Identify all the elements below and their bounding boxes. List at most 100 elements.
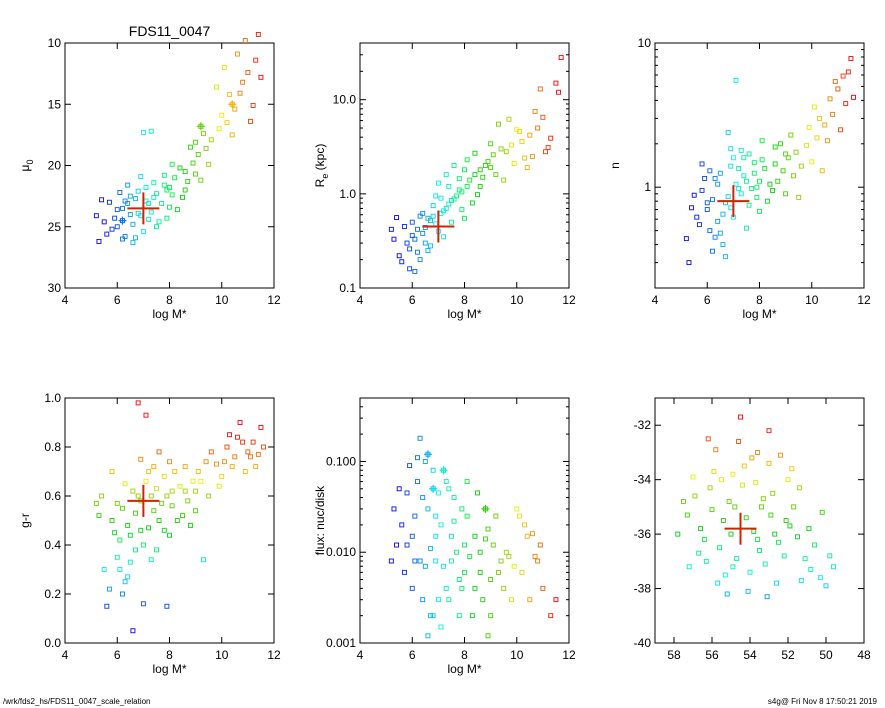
data-point bbox=[796, 485, 802, 491]
x-tick-label: 6 bbox=[409, 293, 416, 307]
data-point bbox=[404, 490, 410, 496]
data-point bbox=[522, 522, 528, 528]
x-tick-label: 12 bbox=[857, 293, 871, 307]
data-point bbox=[433, 513, 439, 519]
data-point bbox=[464, 479, 470, 485]
data-point bbox=[104, 603, 110, 609]
data-point bbox=[140, 542, 146, 548]
data-point bbox=[723, 254, 728, 260]
data-point bbox=[451, 495, 457, 501]
data-point bbox=[114, 207, 120, 213]
data-point bbox=[428, 243, 433, 249]
data-point bbox=[394, 215, 400, 221]
data-point bbox=[140, 129, 146, 135]
data-point bbox=[701, 537, 707, 543]
data-point bbox=[391, 506, 397, 512]
data-point bbox=[143, 412, 149, 418]
data-point bbox=[248, 454, 253, 460]
data-point bbox=[193, 488, 199, 494]
data-point bbox=[146, 469, 152, 474]
data-point bbox=[146, 216, 152, 222]
data-point bbox=[516, 513, 522, 519]
data-point bbox=[420, 495, 426, 501]
data-point bbox=[738, 191, 744, 197]
data-point bbox=[498, 146, 504, 152]
data-point bbox=[472, 150, 478, 156]
data-point bbox=[736, 165, 742, 171]
data-point bbox=[438, 624, 444, 630]
data-point bbox=[683, 236, 689, 242]
data-point bbox=[532, 109, 538, 114]
x-tick-label: 8 bbox=[166, 648, 173, 662]
y-tick-label: 10.0 bbox=[333, 93, 357, 107]
data-point bbox=[203, 459, 209, 465]
data-point bbox=[694, 214, 700, 220]
data-point bbox=[493, 513, 499, 519]
data-point bbox=[789, 466, 795, 472]
data-point bbox=[725, 129, 731, 135]
data-point bbox=[702, 176, 708, 181]
data-point bbox=[503, 549, 509, 555]
highlight-point bbox=[481, 504, 490, 513]
data-point bbox=[480, 597, 486, 603]
data-point bbox=[438, 522, 444, 528]
data-point bbox=[717, 230, 723, 236]
data-point bbox=[519, 139, 525, 144]
data-point bbox=[696, 550, 702, 556]
x-axis-label: log M* bbox=[152, 662, 186, 676]
data-point bbox=[734, 556, 740, 562]
data-point bbox=[216, 483, 222, 489]
data-point bbox=[811, 104, 817, 110]
data-point bbox=[148, 128, 154, 134]
data-point bbox=[133, 547, 138, 553]
data-point bbox=[728, 146, 734, 152]
x-tick-label: 12 bbox=[267, 648, 281, 662]
y-tick-label: 0.010 bbox=[326, 545, 356, 559]
data-point bbox=[182, 187, 188, 193]
data-point bbox=[469, 613, 475, 619]
data-point bbox=[261, 444, 266, 450]
data-point bbox=[754, 184, 760, 190]
data-point bbox=[101, 567, 107, 572]
data-point bbox=[785, 155, 791, 161]
data-point bbox=[488, 141, 494, 147]
data-point bbox=[250, 103, 256, 108]
x-tick-label: 8 bbox=[756, 293, 763, 307]
data-point bbox=[232, 106, 238, 112]
data-point bbox=[96, 238, 102, 244]
data-point bbox=[548, 135, 554, 141]
data-point bbox=[448, 558, 454, 564]
y-tick-label: -40 bbox=[634, 636, 652, 650]
data-point bbox=[122, 579, 128, 585]
data-point bbox=[482, 163, 488, 168]
data-point bbox=[388, 558, 394, 564]
data-point bbox=[182, 169, 188, 175]
data-point bbox=[477, 167, 483, 173]
data-point bbox=[506, 116, 512, 122]
data-point bbox=[430, 213, 436, 219]
data-point bbox=[775, 178, 781, 184]
data-point bbox=[690, 474, 696, 480]
data-point bbox=[167, 459, 172, 465]
data-point bbox=[827, 553, 833, 559]
data-point bbox=[109, 226, 115, 232]
data-point bbox=[739, 482, 745, 488]
data-point bbox=[462, 167, 467, 173]
data-point bbox=[208, 137, 214, 143]
y-tick-label: -36 bbox=[634, 527, 652, 541]
data-point bbox=[443, 479, 449, 485]
data-point bbox=[441, 208, 447, 214]
data-point bbox=[415, 479, 420, 485]
data-point bbox=[553, 597, 559, 603]
data-point bbox=[182, 488, 188, 494]
y-tick-label: 0.1 bbox=[339, 281, 356, 295]
data-point bbox=[503, 149, 509, 155]
data-point bbox=[401, 569, 407, 575]
centroid-marker bbox=[717, 185, 750, 218]
y-tick-label: -38 bbox=[634, 582, 652, 596]
footer-path: /wrk/fds2_hs/FDS11_0047_scale_relation bbox=[3, 697, 151, 706]
data-point bbox=[229, 464, 235, 470]
data-point bbox=[96, 513, 102, 519]
data-point bbox=[229, 132, 235, 138]
data-point bbox=[823, 583, 829, 589]
